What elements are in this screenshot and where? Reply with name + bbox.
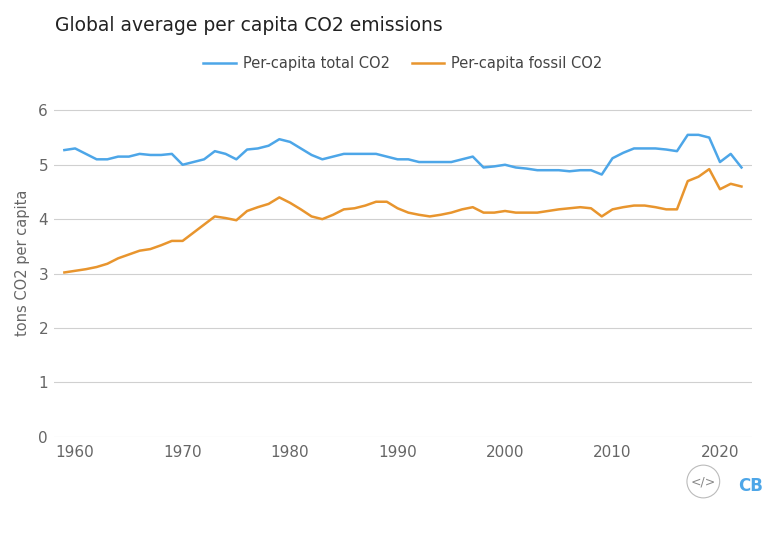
Per-capita fossil CO2 bbox=[393, 205, 402, 211]
Line: Per-capita total CO2: Per-capita total CO2 bbox=[65, 135, 742, 175]
Per-capita total CO2 bbox=[597, 171, 606, 178]
Per-capita fossil CO2 bbox=[500, 208, 509, 214]
Per-capita total CO2 bbox=[683, 132, 693, 138]
Per-capita fossil CO2 bbox=[704, 166, 714, 172]
Text: CB: CB bbox=[738, 476, 763, 495]
Per-capita total CO2 bbox=[146, 152, 155, 158]
Per-capita fossil CO2 bbox=[737, 183, 746, 190]
Per-capita total CO2 bbox=[500, 162, 509, 168]
Per-capita fossil CO2 bbox=[436, 212, 445, 218]
Line: Per-capita fossil CO2: Per-capita fossil CO2 bbox=[65, 169, 742, 272]
Per-capita total CO2 bbox=[60, 147, 69, 153]
Per-capita total CO2 bbox=[339, 150, 349, 157]
Per-capita total CO2 bbox=[393, 156, 402, 163]
Per-capita total CO2 bbox=[737, 164, 746, 171]
Legend: Per-capita total CO2, Per-capita fossil CO2: Per-capita total CO2, Per-capita fossil … bbox=[197, 51, 608, 77]
Per-capita fossil CO2 bbox=[490, 209, 499, 216]
Text: Global average per capita CO2 emissions: Global average per capita CO2 emissions bbox=[55, 16, 442, 35]
Per-capita fossil CO2 bbox=[339, 206, 349, 212]
Text: </>: </> bbox=[690, 475, 716, 488]
Y-axis label: tons CO2 per capita: tons CO2 per capita bbox=[15, 190, 30, 336]
Per-capita fossil CO2 bbox=[60, 269, 69, 275]
Per-capita total CO2 bbox=[490, 163, 499, 170]
Per-capita fossil CO2 bbox=[146, 246, 155, 252]
Per-capita total CO2 bbox=[436, 159, 445, 165]
